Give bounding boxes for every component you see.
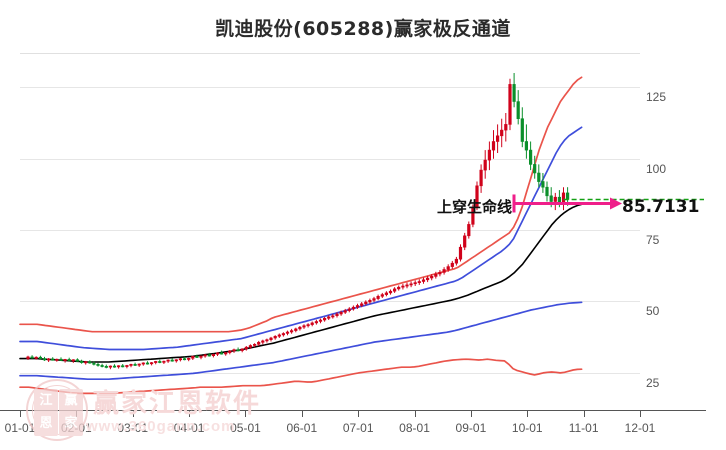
x-axis-tick-label: 12-01 — [624, 421, 656, 435]
gridline — [20, 230, 640, 232]
watermark-seal-char: 家 — [59, 412, 83, 436]
y-axis-tick-label: 50 — [646, 304, 660, 319]
plot-top-border — [20, 53, 640, 54]
x-axis-tick-label: 06-01 — [286, 421, 318, 435]
y-axis-tick-label: 100 — [646, 161, 667, 176]
x-axis-tick-label: 11-01 — [568, 421, 599, 435]
x-axis-tick — [132, 410, 134, 417]
y-axis-tick-label: 75 — [646, 233, 660, 248]
gridline — [20, 87, 640, 89]
x-axis-tick-label: 10-01 — [511, 421, 543, 435]
x-axis-tick-label: 08-01 — [399, 421, 430, 435]
y-axis-tick-label: 25 — [646, 375, 660, 390]
watermark-seal-char: 赢 — [59, 389, 83, 413]
x-axis-tick-label: 09-01 — [455, 421, 487, 435]
gridline — [20, 301, 640, 303]
x-axis-tick — [301, 410, 303, 417]
last-price-label: 85.7131 — [622, 197, 700, 217]
x-axis-tick-label: 05-01 — [230, 421, 261, 435]
watermark-seal-char: 恩 — [34, 412, 58, 436]
annotation-label: 上穿生命线 — [437, 198, 513, 216]
x-axis-tick-label: 03-01 — [117, 421, 149, 435]
watermark-logo: 江 赢 恩 家 — [26, 379, 88, 441]
x-axis-tick-label: 07-01 — [342, 421, 374, 435]
x-axis-tick — [189, 410, 191, 417]
x-axis-line — [0, 410, 706, 411]
x-axis-tick — [527, 410, 529, 417]
page-title: 凯迪股份(605288)赢家极反通道 — [215, 18, 511, 40]
x-axis-tick — [20, 410, 21, 417]
gridline — [20, 372, 640, 374]
x-axis-tick-label: 01-01 — [4, 421, 36, 435]
x-axis-tick — [583, 410, 585, 417]
gridline — [20, 158, 640, 160]
x-axis-tick — [245, 410, 247, 417]
x-axis-tick — [470, 410, 472, 417]
x-axis-tick — [414, 410, 416, 417]
y-axis-tick-label: 125 — [646, 90, 667, 105]
watermark-seal-char: 江 — [34, 389, 58, 413]
x-axis-tick — [358, 410, 360, 417]
watermark-url: www.360gann.com — [86, 418, 236, 435]
x-axis-tick-label: 04-01 — [173, 421, 205, 435]
watermark-brand: 赢家江恩软件 — [93, 389, 262, 419]
x-axis-tick — [640, 410, 641, 417]
plot-area — [20, 53, 640, 410]
